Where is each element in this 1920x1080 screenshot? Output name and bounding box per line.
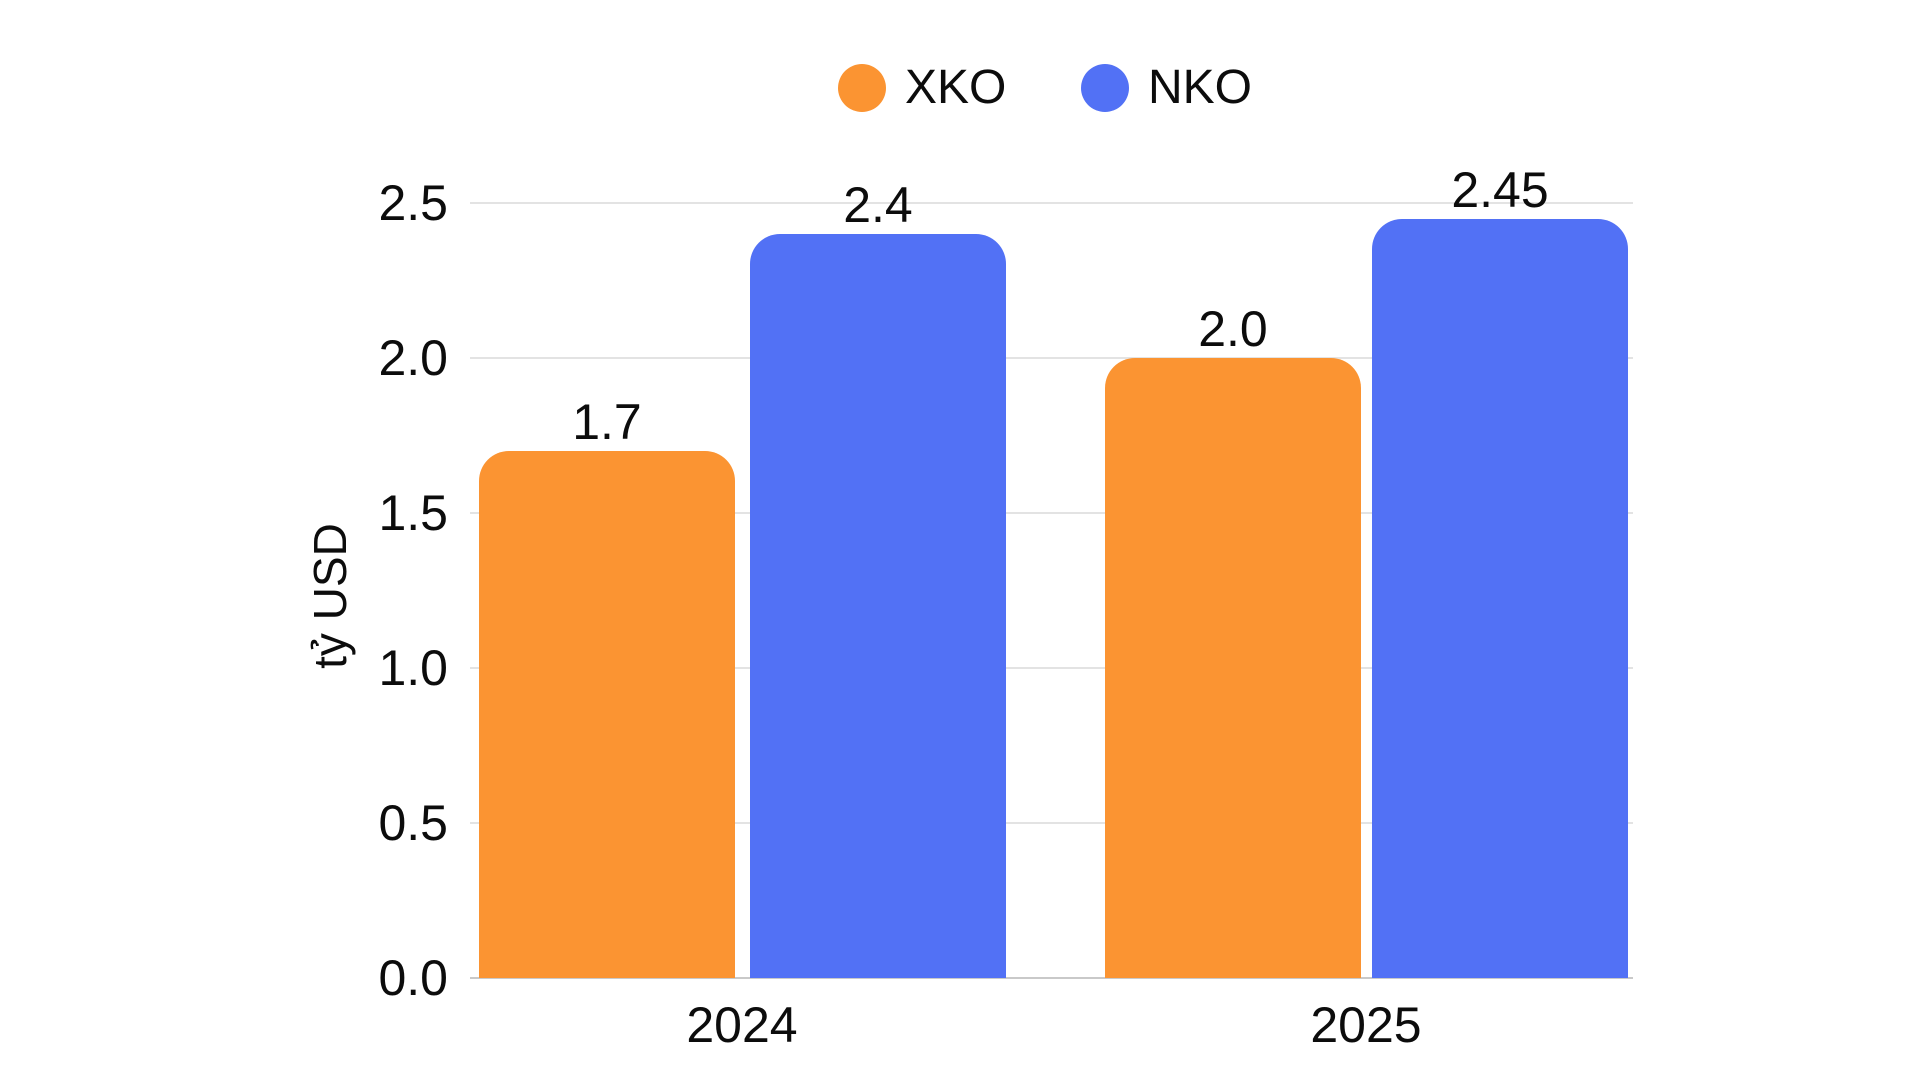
x-axis-baseline	[470, 977, 1633, 979]
legend-swatch-nko-icon	[1081, 64, 1129, 112]
bar-xko-2024	[479, 451, 735, 978]
value-label-nko-2025: 2.45	[1451, 161, 1549, 218]
bar-nko-2024	[750, 234, 1006, 978]
grid-line	[470, 822, 1633, 824]
legend-label-nko: NKO	[1148, 61, 1253, 114]
grid-line	[470, 667, 1633, 669]
y-tick-label: 0.0	[378, 950, 448, 1006]
grid-line	[470, 512, 1633, 514]
grid-line	[470, 202, 1633, 204]
y-tick-label: 2.5	[378, 175, 448, 231]
y-tick-label: 1.5	[378, 485, 448, 541]
y-tick-label: 2.0	[378, 330, 448, 386]
value-label-xko-2024: 1.7	[572, 394, 642, 450]
legend-label-xko: XKO	[905, 61, 1007, 114]
bar-xko-2025	[1105, 358, 1361, 978]
x-tick-label-2024: 2024	[686, 997, 798, 1053]
y-tick-label: 0.5	[378, 795, 448, 851]
legend-item-xko: XKO	[838, 62, 1006, 114]
legend-item-nko: NKO	[1081, 62, 1252, 114]
value-label-nko-2024: 2.4	[843, 177, 913, 233]
legend-swatch-xko-icon	[838, 64, 886, 112]
x-tick-label-2025: 2025	[1310, 997, 1422, 1053]
grid-line	[470, 357, 1633, 359]
y-axis-title: tỷ USD	[304, 523, 356, 669]
bar-nko-2025	[1372, 218, 1628, 978]
y-tick-label: 1.0	[378, 640, 448, 696]
value-label-xko-2025: 2.0	[1198, 301, 1268, 357]
